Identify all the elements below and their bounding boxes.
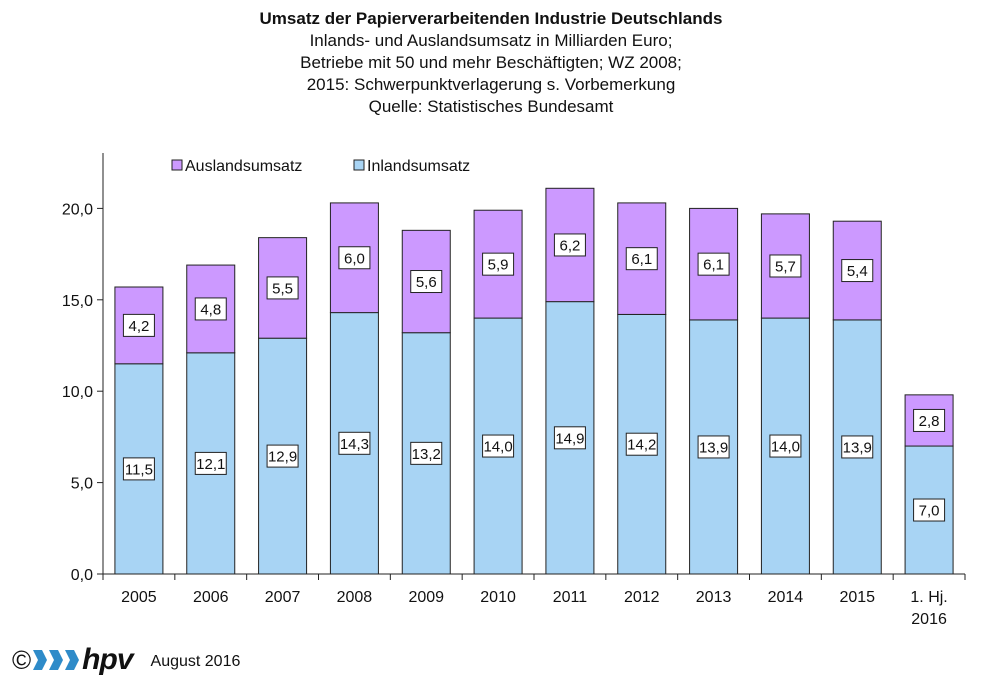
data-label-auslandsumsatz: 5,6 (416, 274, 437, 291)
x-tick-label: 1. Hj. (910, 589, 947, 606)
legend-swatch-inlandsumsatz (353, 159, 365, 171)
y-tick-label: 0,0 (71, 567, 93, 584)
x-tick-label: 2010 (480, 589, 516, 606)
legend-swatch-auslandsumsatz (171, 159, 183, 171)
y-tick-label: 15,0 (62, 293, 93, 310)
data-label-inlandsumsatz-box (410, 441, 443, 465)
data-label-auslandsumsatz-box (122, 313, 155, 337)
hpv-logo-text: hpv (82, 643, 133, 676)
chart-subtitle-3: 2015: Schwerpunktverlagerung s. Vorbemer… (306, 75, 676, 94)
data-label-auslandsumsatz-box (841, 259, 874, 283)
legend-label-inlandsumsatz: Inlandsumsatz (367, 158, 470, 175)
data-label-inlandsumsatz-box (338, 431, 371, 455)
data-label-auslandsumsatz: 6,1 (703, 257, 724, 274)
y-tick-label: 20,0 (62, 201, 93, 218)
x-tick-label: 2011 (553, 589, 588, 606)
data-label-inlandsumsatz: 11,5 (125, 461, 153, 478)
data-label-auslandsumsatz-box (913, 408, 946, 432)
data-label-auslandsumsatz: 6,1 (631, 251, 652, 268)
data-label-inlandsumsatz-box (122, 457, 155, 481)
x-tick-label: 2012 (624, 589, 660, 606)
data-label-inlandsumsatz-box (194, 451, 227, 475)
data-label-inlandsumsatz: 14,3 (340, 436, 369, 453)
data-label-auslandsumsatz-box (338, 246, 371, 270)
legend-label-auslandsumsatz: Auslandsumsatz (185, 158, 302, 175)
x-tick-label: 2016 (911, 611, 947, 628)
data-label-inlandsumsatz: 12,9 (268, 449, 297, 466)
data-label-auslandsumsatz: 4,2 (128, 318, 149, 335)
data-label-auslandsumsatz: 5,5 (272, 280, 293, 297)
data-label-inlandsumsatz-box (266, 444, 299, 468)
data-label-auslandsumsatz-box (553, 233, 586, 257)
chart-title: Umsatz der Papierverarbeitenden Industri… (259, 9, 723, 28)
hpv-logo: hpv (33, 643, 134, 677)
x-tick-label: 2013 (696, 589, 732, 606)
x-tick-label: 2015 (839, 589, 875, 606)
data-label-auslandsumsatz: 6,0 (344, 250, 365, 267)
footer: © hpv August 2016 (12, 642, 240, 678)
data-label-inlandsumsatz: 14,0 (483, 439, 512, 456)
footer-date: August 2016 (150, 653, 241, 670)
data-label-auslandsumsatz: 5,4 (847, 263, 868, 280)
data-label-auslandsumsatz-box (625, 247, 658, 271)
data-label-inlandsumsatz: 7,0 (919, 503, 940, 520)
data-label-auslandsumsatz: 6,2 (559, 237, 580, 254)
x-tick-label: 2005 (121, 589, 157, 606)
data-label-inlandsumsatz-box (625, 432, 658, 456)
data-label-auslandsumsatz-box (697, 252, 730, 276)
chart-subtitle-2: Betriebe mit 50 und mehr Beschäftigten; … (300, 53, 682, 72)
chart-titles: Umsatz der Papierverarbeitenden Industri… (0, 8, 982, 118)
data-label-auslandsumsatz: 4,8 (200, 301, 221, 318)
data-label-inlandsumsatz: 13,2 (412, 446, 441, 463)
hpv-chevron-icon (33, 650, 80, 670)
data-label-inlandsumsatz: 13,9 (843, 439, 872, 456)
data-label-auslandsumsatz: 2,8 (919, 413, 940, 430)
data-label-auslandsumsatz-box (482, 252, 515, 276)
data-label-auslandsumsatz-box (194, 297, 227, 321)
data-label-auslandsumsatz-box (410, 270, 443, 294)
data-label-inlandsumsatz-box (553, 426, 586, 450)
data-label-inlandsumsatz: 12,1 (196, 456, 225, 473)
data-label-inlandsumsatz: 14,0 (771, 439, 800, 456)
data-label-inlandsumsatz: 14,9 (555, 430, 584, 447)
chart-subtitle-4: Quelle: Statistisches Bundesamt (368, 97, 614, 116)
x-tick-label: 2009 (408, 589, 444, 606)
y-tick-label: 10,0 (62, 384, 93, 401)
chart-subtitle-1: Inlands- und Auslandsumsatz in Milliarde… (309, 31, 673, 50)
data-label-inlandsumsatz-box (841, 435, 874, 459)
x-tick-label: 2008 (337, 589, 373, 606)
x-tick-label: 2014 (768, 589, 804, 606)
data-label-inlandsumsatz: 13,9 (699, 439, 728, 456)
data-label-inlandsumsatz: 14,2 (627, 437, 656, 454)
data-label-auslandsumsatz: 5,9 (488, 257, 509, 274)
data-label-auslandsumsatz: 5,7 (775, 258, 796, 275)
data-label-inlandsumsatz-box (482, 434, 515, 458)
x-tick-label: 2007 (265, 589, 301, 606)
data-label-auslandsumsatz-box (769, 254, 802, 278)
data-label-inlandsumsatz-box (769, 434, 802, 458)
y-tick-label: 5,0 (71, 476, 93, 493)
data-label-inlandsumsatz-box (913, 498, 946, 522)
data-label-auslandsumsatz-box (266, 276, 299, 300)
x-tick-label: 2006 (193, 589, 229, 606)
data-label-inlandsumsatz-box (697, 435, 730, 459)
copyright-symbol: © (12, 645, 32, 675)
